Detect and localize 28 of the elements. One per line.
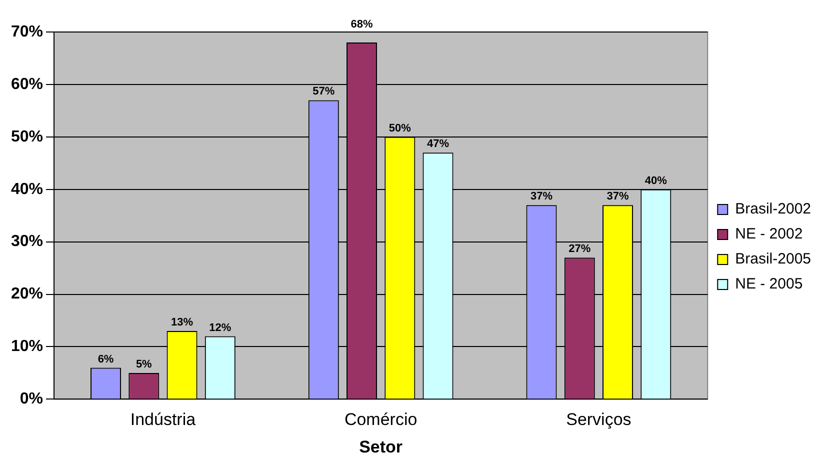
y-tick-label: 40%	[10, 180, 44, 198]
data-label: 57%	[312, 86, 335, 98]
data-label: 5%	[136, 358, 152, 371]
y-tick-label: 10%	[10, 338, 44, 356]
data-label: 13%	[171, 316, 194, 329]
data-label: 40%	[644, 174, 668, 187]
data-label: 68%	[350, 18, 373, 31]
y-tick-label: 50%	[10, 128, 44, 146]
x-axis-title: Setor	[359, 437, 403, 456]
y-tick-label: 20%	[10, 286, 44, 303]
data-label: 50%	[388, 122, 412, 134]
y-tick-label: 70%	[10, 23, 44, 40]
legend-label: Brasil-2002	[735, 200, 812, 218]
data-label: 12%	[209, 322, 232, 334]
x-tick-label: Comércio	[344, 410, 418, 430]
data-label: 47%	[427, 138, 450, 150]
legend-label: Brasil-2005	[735, 250, 812, 268]
x-tick-label: Serviços	[566, 410, 632, 430]
x-tick-label: Indústria	[130, 410, 196, 430]
data-label: 37%	[530, 190, 553, 203]
data-label: 37%	[606, 190, 629, 203]
y-tick-label: 0%	[20, 390, 44, 408]
legend-label: NE - 2002	[735, 226, 803, 243]
y-tick-label: 60%	[10, 76, 44, 93]
data-label: 27%	[568, 243, 591, 256]
y-tick-label: 30%	[10, 233, 44, 250]
data-label: 6%	[98, 353, 114, 366]
legend-label: NE - 2005	[735, 276, 803, 293]
